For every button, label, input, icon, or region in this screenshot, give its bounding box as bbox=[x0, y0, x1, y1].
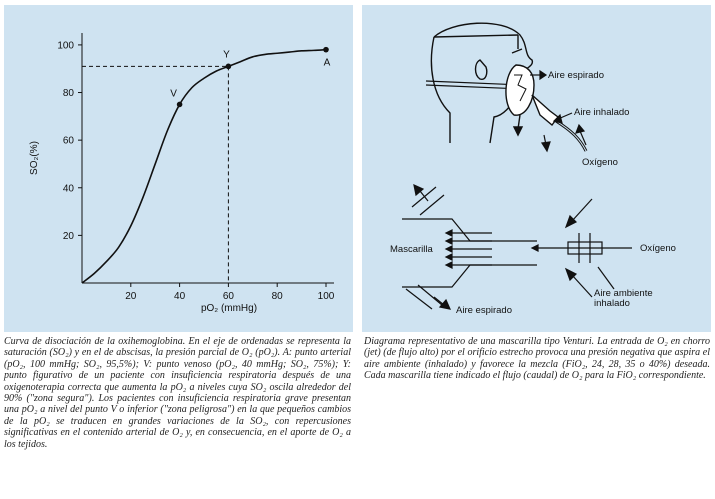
label-oxigeno-bottom: Oxígeno bbox=[640, 243, 676, 254]
point-a bbox=[323, 46, 329, 53]
venturi-mask-illustration bbox=[505, 64, 588, 152]
y-tick-label: 100 bbox=[57, 40, 74, 51]
y-tick-label: 80 bbox=[63, 88, 75, 99]
venturi-mask-diagram: Aire espirado Aire inhalado Oxígeno bbox=[390, 22, 676, 316]
dissociation-curve-chart: 20 40 60 80 100 20 40 60 80 100 V Y A SO₂(%) pO₂ (… bbox=[29, 33, 335, 314]
label-mascarilla: Mascarilla bbox=[390, 244, 433, 255]
point-label-y: Y bbox=[223, 49, 230, 60]
x-tick-label: 20 bbox=[125, 291, 137, 302]
y-axis-label: SO₂(%) bbox=[29, 141, 40, 175]
point-label-v: V bbox=[170, 88, 177, 99]
y-tick-label: 20 bbox=[63, 231, 75, 242]
x-tick-label: 40 bbox=[174, 291, 186, 302]
dissociation-curve-line bbox=[81, 48, 327, 284]
label-aire-espirado-top: Aire espirado bbox=[548, 70, 604, 81]
label-aire-inhalado: Aire inhalado bbox=[574, 107, 629, 118]
x-tick-label: 80 bbox=[272, 291, 284, 302]
label-oxigeno-top: Oxígeno bbox=[582, 157, 618, 168]
dissociation-curve-panel: 20 40 60 80 100 20 40 60 80 100 V Y A SO₂(%) pO₂ (… bbox=[4, 5, 353, 332]
caption-dissociation-curve: Curva de disociación de la oxihemoglobin… bbox=[4, 336, 351, 450]
y-tick-label: 60 bbox=[63, 136, 75, 147]
venturi-mask-panel: Aire espirado Aire inhalado Oxígeno bbox=[362, 5, 711, 332]
venturi-flow-arrows bbox=[405, 183, 632, 310]
caption-venturi-mask: Diagrama representativo de una mascarill… bbox=[364, 336, 710, 382]
label-aire-ambiente-wrapper: Aire ambiente inhalado bbox=[594, 289, 653, 309]
mask-flow-arrows bbox=[530, 69, 587, 153]
point-v bbox=[176, 101, 183, 108]
point-y bbox=[225, 63, 232, 70]
label-aire-ambiente: Aire ambiente inhalado bbox=[594, 289, 653, 309]
point-label-a: A bbox=[324, 58, 331, 69]
y-tick-label: 40 bbox=[63, 183, 75, 194]
x-tick-label: 60 bbox=[223, 291, 235, 302]
x-tick-label: 100 bbox=[318, 291, 335, 302]
x-axis-label: pO₂ (mmHg) bbox=[201, 303, 257, 314]
label-aire-espirado-bottom: Aire espirado bbox=[456, 305, 512, 316]
